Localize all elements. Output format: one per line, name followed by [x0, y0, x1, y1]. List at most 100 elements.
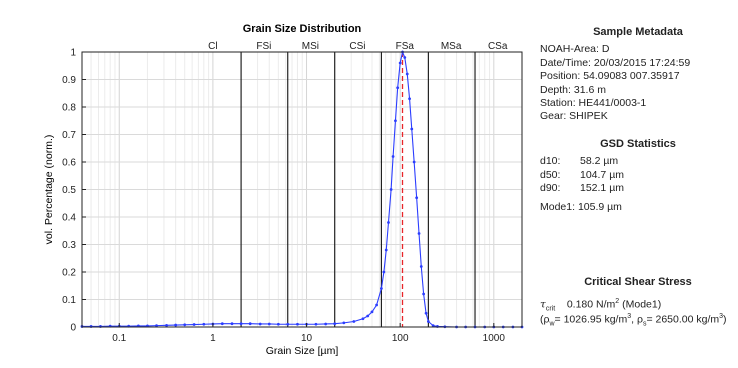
y-tick-label: 0.9 — [62, 75, 76, 86]
data-point — [324, 322, 328, 326]
grain-size-chart: 0.1 1 10 100 1000 00.10.20.30.40.50.60.70.80… — [43, 23, 524, 357]
stat-value: 104.7 µm — [580, 168, 624, 181]
data-point — [192, 323, 196, 326]
y-tick-label: 0.8 — [62, 103, 76, 114]
data-point — [412, 160, 416, 164]
stat-value: 58.2 µm — [580, 155, 619, 168]
data-point — [403, 56, 407, 59]
tau-symbol: τ — [540, 298, 546, 311]
data-point — [389, 188, 393, 191]
rho-w-subscript: w — [549, 320, 555, 328]
data-point — [417, 232, 421, 235]
x-tick-label: 0.1 — [112, 333, 126, 344]
data-point — [391, 155, 395, 158]
data-point — [155, 324, 158, 328]
y-tick-label: 0.4 — [62, 213, 76, 224]
shear-value-row: τcrit 0.180 N/m2 (Mode1) — [540, 298, 736, 313]
rho-w-label: (ρ — [540, 313, 550, 326]
x-axis-ticks: 0.1 1 10 100 1000 — [112, 323, 505, 344]
y-tick-label: 1 — [70, 48, 76, 59]
rho-s-label: , ρ — [631, 313, 643, 326]
class-label: Cl — [208, 41, 217, 52]
stat-row: d90: 152.1 µm — [540, 182, 736, 195]
data-point — [239, 322, 243, 326]
class-label: CSi — [349, 41, 365, 52]
rho-w-exponent: 3 — [627, 312, 632, 320]
y-tick-label: 0.7 — [62, 130, 76, 141]
data-point — [424, 311, 428, 315]
x-axis-label: Grain Size [µm] — [266, 345, 339, 357]
data-point — [394, 119, 397, 123]
data-point — [352, 320, 356, 323]
data-point — [431, 324, 435, 328]
class-label: MSa — [441, 41, 462, 52]
class-boundary-lines — [240, 52, 476, 327]
data-point — [267, 322, 271, 326]
density-row: (ρw= 1026.95 kg/m3, ρs= 2650.00 kg/m3) — [540, 313, 736, 328]
x-tick-label: 100 — [392, 333, 409, 344]
stat-key: d10: — [540, 155, 561, 168]
stat-key: d90: — [540, 182, 561, 195]
data-point — [419, 265, 423, 268]
class-label: FSi — [256, 41, 271, 52]
data-point — [165, 323, 168, 327]
data-point — [258, 322, 262, 326]
y-tick-label: 0.2 — [62, 268, 76, 279]
class-label: FSa — [396, 41, 415, 52]
metadata-line: Position: 54.09083 007.35917 — [540, 70, 680, 83]
x-tick-label: 1000 — [483, 333, 506, 344]
shear-title: Critical Shear Stress — [584, 276, 692, 288]
grid-lines — [81, 51, 523, 328]
stat-key: d50: — [540, 168, 561, 181]
tau-value: 0.180 N/m — [566, 298, 616, 311]
rho-s-value: = 2650.00 kg/m — [646, 313, 720, 326]
rho-close: ) — [723, 313, 727, 326]
data-point — [375, 303, 378, 307]
data-point — [410, 127, 414, 131]
class-labels: Cl FSi MSi CSi FSa MSa CSa — [208, 41, 508, 52]
tau-note: (Mode1) — [619, 298, 662, 311]
stat-row: d50: 104.7 µm — [540, 169, 736, 182]
metadata-line: Depth: 31.6 m — [540, 83, 606, 96]
x-tick-label: 1 — [210, 333, 216, 344]
metadata-line: NOAH-Area: D — [540, 43, 610, 56]
stat-value: 152.1 µm — [580, 182, 624, 195]
metadata-line: Date/Time: 20/03/2015 17:24:59 — [540, 56, 691, 69]
rho-w-value: = 1026.95 kg/m — [554, 313, 628, 326]
x-tick-label: 10 — [301, 333, 313, 344]
metadata-title: Sample Metadata — [593, 26, 683, 38]
data-point — [276, 322, 280, 326]
stat-row: d10: 58.2 µm — [540, 155, 736, 168]
tau-exponent: 2 — [615, 298, 620, 305]
data-point — [248, 322, 252, 326]
data-point — [382, 270, 386, 274]
data-point — [379, 287, 383, 290]
rho-s-exponent: 3 — [719, 312, 724, 320]
data-point — [370, 310, 374, 314]
data-point — [342, 321, 346, 325]
data-point — [405, 72, 409, 76]
y-tick-label: 0.5 — [62, 185, 76, 196]
y-tick-label: 0.3 — [62, 240, 76, 251]
critical-shear-panel: Critical Shear Stress τcrit 0.180 N/m2 (… — [540, 276, 736, 327]
data-point — [384, 248, 388, 252]
data-point — [366, 314, 370, 318]
data-point — [333, 322, 337, 326]
data-point — [426, 320, 430, 323]
chart-title: Grain Size Distribution — [243, 23, 362, 35]
gsd-statistics: GSD Statistics d10: 58.2 µm d50: 104.7 µ… — [540, 138, 736, 215]
y-tick-label: 0.1 — [62, 295, 76, 306]
metadata-line: Station: HE441/0003-1 — [540, 97, 647, 110]
data-point — [408, 97, 411, 101]
rho-s-subscript: s — [642, 320, 647, 328]
data-point — [422, 292, 426, 296]
data-point — [396, 86, 400, 90]
data-point — [361, 317, 365, 321]
class-label: MSi — [302, 41, 319, 52]
data-point — [387, 221, 390, 224]
y-tick-label: 0.6 — [62, 158, 76, 169]
y-axis-label: vol. Percentage (norm.) — [43, 135, 55, 245]
y-axis-ticks: 0 0.1 0.2 0.3 0.4 0.5 0.6 0.7 0.8 0.9 1 — [62, 48, 86, 334]
data-point — [174, 323, 178, 327]
data-point — [183, 323, 187, 327]
